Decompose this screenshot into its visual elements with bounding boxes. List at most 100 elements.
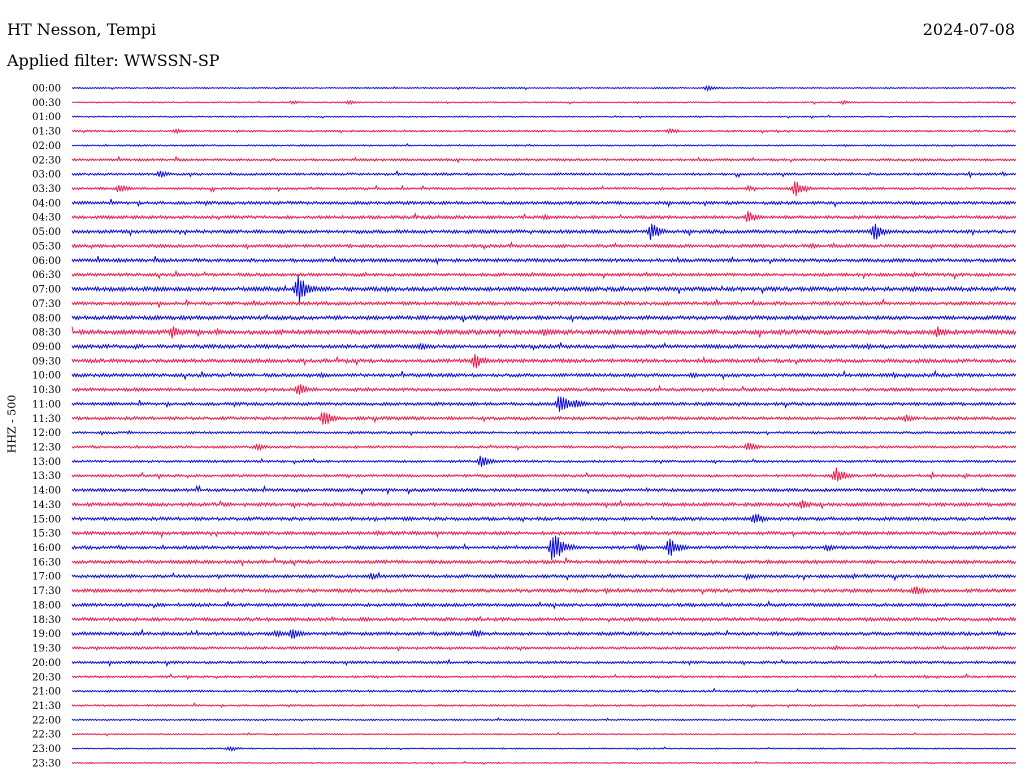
- row-time-label: 07:00: [32, 285, 61, 296]
- row-time-label: 19:30: [32, 644, 61, 655]
- row-time-label: 04:30: [32, 213, 61, 224]
- trace-row-1230: [71, 442, 1017, 452]
- row-time-label: 06:30: [32, 270, 61, 281]
- row-time-label: 00:30: [32, 98, 61, 109]
- trace-row-0030: [71, 99, 1017, 106]
- trace-row-1500: [71, 513, 1017, 524]
- row-time-label: 01:30: [32, 127, 61, 138]
- row-time-label: 08:00: [32, 313, 61, 324]
- trace-row-1900: [71, 628, 1017, 639]
- row-time-label: 21:00: [32, 687, 61, 698]
- row-time-label: 21:30: [32, 701, 61, 712]
- trace-row-0800: [71, 313, 1017, 324]
- trace-row-0930: [71, 354, 1017, 369]
- trace-row-2130: [71, 702, 1017, 709]
- trace-row-0630: [71, 269, 1017, 281]
- trace-row-1200: [71, 429, 1017, 437]
- trace-row-0830: [71, 326, 1017, 339]
- trace-row-2200: [71, 717, 1017, 722]
- trace-row-0130: [71, 127, 1017, 135]
- trace-row-0430: [71, 211, 1017, 222]
- trace-row-2330: [71, 760, 1017, 766]
- row-time-label: 17:00: [32, 572, 61, 583]
- trace-row-0530: [71, 240, 1017, 251]
- trace-row-0400: [71, 198, 1017, 209]
- row-time-label: 17:30: [32, 586, 61, 597]
- trace-row-0600: [71, 255, 1017, 266]
- row-time-label: 16:30: [32, 557, 61, 568]
- trace-row-0000: [71, 84, 1017, 93]
- row-time-label: 07:30: [32, 299, 61, 310]
- trace-row-1330: [71, 467, 1017, 482]
- trace-row-1300: [71, 455, 1017, 467]
- row-time-label: 19:00: [32, 629, 61, 640]
- row-time-label: 18:30: [32, 615, 61, 626]
- trace-row-0500: [71, 223, 1017, 240]
- row-time-label: 23:00: [32, 744, 61, 755]
- row-time-label: 22:30: [32, 730, 61, 741]
- trace-row-1530: [71, 529, 1017, 539]
- trace-row-0330: [71, 181, 1017, 197]
- filter-label: Applied filter: WWSSN-SP: [7, 51, 220, 70]
- seismic-traces: [71, 84, 1017, 766]
- trace-row-2230: [71, 732, 1017, 737]
- trace-row-1000: [71, 369, 1017, 381]
- trace-row-1630: [71, 556, 1017, 567]
- date-label: 2024-07-08: [922, 20, 1015, 39]
- row-time-label: 22:00: [32, 715, 61, 726]
- row-time-label: 12:00: [32, 428, 61, 439]
- trace-row-0230: [71, 155, 1017, 164]
- row-time-label: 20:00: [32, 658, 61, 669]
- row-time-label: 16:00: [32, 543, 61, 554]
- time-tick-labels: 00:00 00:30 01:00 01:30 02:00 02:30 03:00 03:30…: [32, 84, 61, 770]
- trace-row-0200: [71, 143, 1017, 148]
- trace-row-1400: [71, 484, 1017, 496]
- row-time-label: 14:00: [32, 486, 61, 497]
- row-time-label: 10:00: [32, 371, 61, 382]
- trace-row-1100: [71, 396, 1017, 412]
- row-time-label: 13:00: [32, 457, 61, 468]
- trace-row-2300: [71, 745, 1017, 752]
- row-time-label: 20:30: [32, 672, 61, 683]
- row-time-label: 01:00: [32, 112, 61, 123]
- row-time-label: 13:30: [32, 471, 61, 482]
- row-time-label: 09:30: [32, 356, 61, 367]
- trace-row-2030: [71, 673, 1017, 681]
- row-time-label: 12:30: [32, 443, 61, 454]
- row-time-label: 11:30: [32, 414, 61, 425]
- trace-row-1130: [71, 412, 1017, 425]
- row-time-label: 05:00: [32, 227, 61, 238]
- row-time-label: 02:00: [32, 141, 61, 152]
- row-time-label: 15:30: [32, 529, 61, 540]
- row-time-label: 08:30: [32, 328, 61, 339]
- row-time-label: 05:30: [32, 241, 61, 252]
- row-time-label: 15:00: [32, 514, 61, 525]
- trace-row-0900: [71, 341, 1017, 351]
- trace-row-0700: [71, 275, 1017, 303]
- trace-row-1600: [71, 535, 1017, 560]
- row-time-label: 11:00: [32, 399, 61, 410]
- row-time-label: 10:30: [32, 385, 61, 396]
- row-time-label: 18:00: [32, 600, 61, 611]
- row-time-label: 09:00: [32, 342, 61, 353]
- trace-row-2100: [71, 687, 1017, 694]
- row-time-label: 00:00: [32, 84, 61, 95]
- row-time-label: 03:00: [32, 170, 61, 181]
- trace-row-0730: [71, 297, 1017, 308]
- row-time-label: 14:30: [32, 500, 61, 511]
- trace-row-1730: [71, 586, 1017, 596]
- station-title: HT Nesson, Tempi: [7, 20, 157, 39]
- trace-row-1430: [71, 499, 1017, 510]
- trace-row-1830: [71, 615, 1017, 623]
- trace-row-1930: [71, 644, 1017, 652]
- row-time-label: 04:00: [32, 198, 61, 209]
- row-time-label: 06:00: [32, 256, 61, 267]
- row-time-label: 03:30: [32, 184, 61, 195]
- trace-row-1700: [71, 572, 1017, 582]
- trace-row-0300: [71, 169, 1017, 179]
- trace-row-1800: [71, 600, 1017, 610]
- trace-row-1030: [71, 384, 1017, 395]
- trace-row-0100: [71, 114, 1017, 120]
- row-time-label: 02:30: [32, 155, 61, 166]
